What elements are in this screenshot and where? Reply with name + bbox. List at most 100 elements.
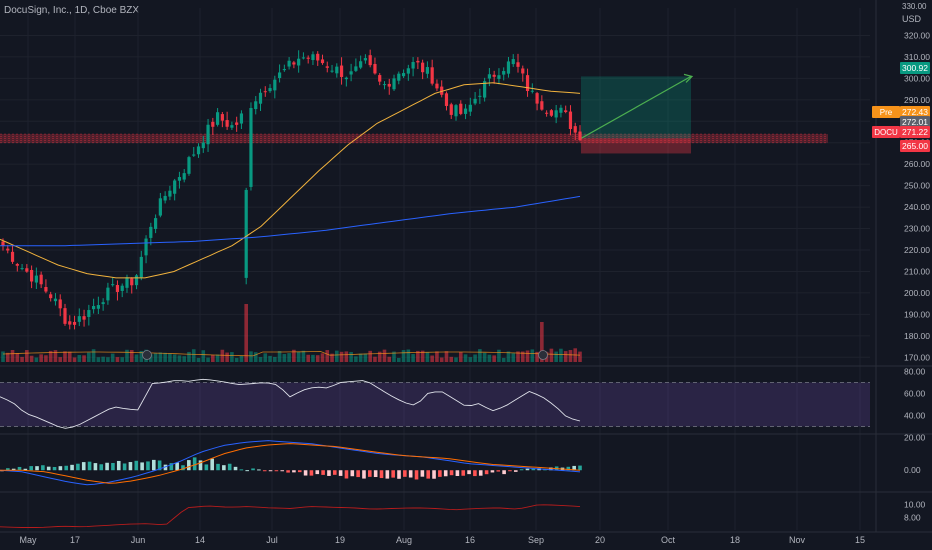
macd-histogram-bar xyxy=(181,465,185,471)
candle xyxy=(545,112,549,114)
candle xyxy=(134,275,139,286)
candle xyxy=(535,93,539,104)
sma-short-line xyxy=(0,82,581,279)
macd-histogram-bar xyxy=(362,470,366,479)
candle xyxy=(206,124,210,145)
candle xyxy=(1,241,5,246)
candle xyxy=(454,105,458,117)
candle xyxy=(339,65,344,77)
price-tick-label: 250.00 xyxy=(904,181,930,191)
macd-histogram-bar xyxy=(222,465,226,471)
volume-bar xyxy=(540,322,544,362)
volume-bar xyxy=(425,352,430,362)
macd-histogram-bar xyxy=(344,470,349,479)
candle xyxy=(373,63,377,74)
candle xyxy=(168,190,172,197)
support-zone xyxy=(0,133,828,144)
candle xyxy=(449,104,453,115)
macd-histogram-bar xyxy=(210,458,214,471)
macd-histogram-bar xyxy=(449,470,454,476)
candle xyxy=(20,268,24,270)
volume-bar xyxy=(225,352,229,362)
macd-histogram-bar xyxy=(151,459,156,471)
candle xyxy=(244,189,248,278)
price-tag-value: 265.00 xyxy=(902,141,928,151)
candle xyxy=(196,146,201,155)
volume-bar xyxy=(115,357,120,362)
candle xyxy=(444,93,449,106)
macd-histogram-bar xyxy=(192,457,197,471)
candle xyxy=(34,275,38,283)
volume-bar xyxy=(63,351,67,362)
price-axis: 170.00 180.00 190.00 200.00 210.00 220.00 230.… xyxy=(902,2,930,522)
candle xyxy=(325,66,329,68)
macd-histogram-bar xyxy=(531,468,536,471)
price-tick-label: 190.00 xyxy=(904,309,930,319)
candle xyxy=(249,107,253,187)
macd-histogram-bar xyxy=(257,469,261,471)
candle xyxy=(525,75,530,92)
macd-histogram-bar xyxy=(391,470,395,478)
price-tick-label: 320.00 xyxy=(904,30,930,40)
volume-bar xyxy=(292,349,296,362)
price-tick-label: 210.00 xyxy=(904,266,930,276)
volume-ma-line xyxy=(2,350,581,357)
time-tick-label: Jul xyxy=(266,535,278,545)
volume-bar xyxy=(535,351,539,362)
price-tick-label: 330.00 xyxy=(902,2,927,11)
volume-bar xyxy=(110,353,115,362)
chart-title: DocuSign, Inc., 1D, Cboe BZX xyxy=(4,5,140,16)
volume-bar xyxy=(29,355,34,362)
macd-histogram-bar xyxy=(140,462,144,471)
moving-averages xyxy=(0,82,581,279)
candle xyxy=(115,284,120,292)
volume-bar xyxy=(401,350,406,362)
volume-bar xyxy=(549,348,554,362)
macd-histogram-bar xyxy=(397,470,401,479)
volume-bar xyxy=(249,351,253,362)
candle xyxy=(258,92,263,104)
macd-histogram-bar xyxy=(490,470,495,473)
volume-bar xyxy=(520,351,525,362)
candle xyxy=(301,57,306,59)
candle xyxy=(363,58,368,61)
macd-histogram-bar xyxy=(93,463,98,471)
macd-histogram-bar xyxy=(87,461,92,471)
volume-bar xyxy=(287,353,291,362)
volume-bar xyxy=(516,351,520,362)
volume-bar xyxy=(177,355,182,362)
volume-bar xyxy=(53,350,58,362)
candle xyxy=(268,88,272,92)
volume-bar xyxy=(268,355,272,362)
time-tick-label: Oct xyxy=(661,535,676,545)
volume-bar xyxy=(5,352,10,362)
volume-bar xyxy=(506,351,511,362)
atr-tick-label: 10.00 xyxy=(904,500,926,510)
volume-bar xyxy=(258,357,263,362)
volume-bar xyxy=(578,351,582,362)
volume-bar xyxy=(277,351,282,362)
volume-bar xyxy=(411,354,415,362)
candle xyxy=(564,110,568,112)
volume-bar xyxy=(373,356,377,362)
candle xyxy=(344,77,348,80)
macd-pane xyxy=(0,440,582,486)
volume-bar xyxy=(153,353,158,362)
macd-histogram-bar xyxy=(35,466,39,471)
volume-bar xyxy=(25,350,29,362)
candle xyxy=(559,107,563,113)
sma-long-line xyxy=(0,195,581,247)
volume-bar xyxy=(525,350,530,362)
macd-histogram-bar xyxy=(262,470,267,472)
candle xyxy=(106,287,110,301)
volume-bar xyxy=(96,357,101,362)
rsi-tick-label: 60.00 xyxy=(904,389,926,399)
volume-bar xyxy=(215,354,220,362)
macd-histogram-bar xyxy=(332,470,337,475)
candle xyxy=(92,306,96,310)
volume-bar xyxy=(263,353,268,362)
time-tick-label: 16 xyxy=(465,535,475,545)
macd-histogram-bar xyxy=(549,467,553,471)
volume-bar xyxy=(48,350,53,362)
